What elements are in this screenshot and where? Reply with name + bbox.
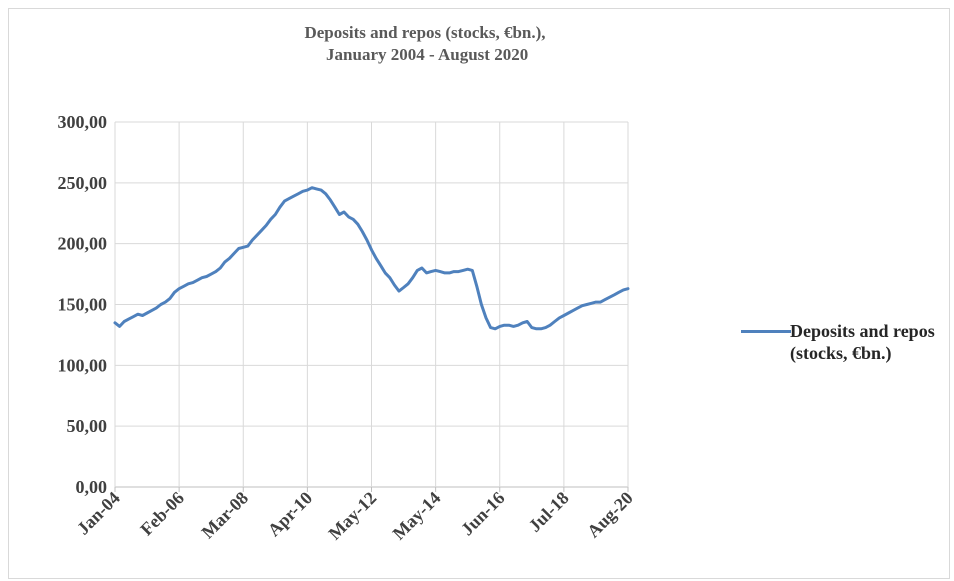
chart-title: Deposits and repos (stocks, €bn.), Janua…: [240, 22, 610, 66]
x-tick-label: Jul-18: [525, 488, 573, 536]
y-tick-label: 100,00: [58, 355, 108, 375]
x-tick-label: Aug-20: [583, 488, 637, 542]
y-tick-label: 0,00: [76, 477, 108, 497]
x-tick-label: Mar-08: [197, 488, 252, 543]
chart-title-line-2: January 2004 - August 2020: [321, 45, 529, 64]
y-tick-label: 250,00: [58, 173, 108, 193]
legend-swatch: [741, 330, 791, 333]
legend-label: Deposits and repos (stocks, €bn.): [790, 321, 935, 363]
x-tick-label: Apr-10: [264, 488, 317, 541]
x-tick-label: Jun-16: [457, 488, 509, 540]
chart-title-line-1: Deposits and repos (stocks, €bn.),: [304, 23, 546, 42]
y-tick-label: 200,00: [58, 234, 108, 254]
y-tick-label: 150,00: [58, 295, 108, 315]
x-tick-label: Feb-06: [136, 488, 188, 540]
x-tick-label: May-12: [324, 488, 380, 544]
y-tick-label: 300,00: [58, 112, 108, 132]
y-tick-label: 50,00: [67, 416, 108, 436]
series-line-deposits-and-repos: [113, 186, 630, 331]
x-tick-label: May-14: [389, 488, 445, 544]
